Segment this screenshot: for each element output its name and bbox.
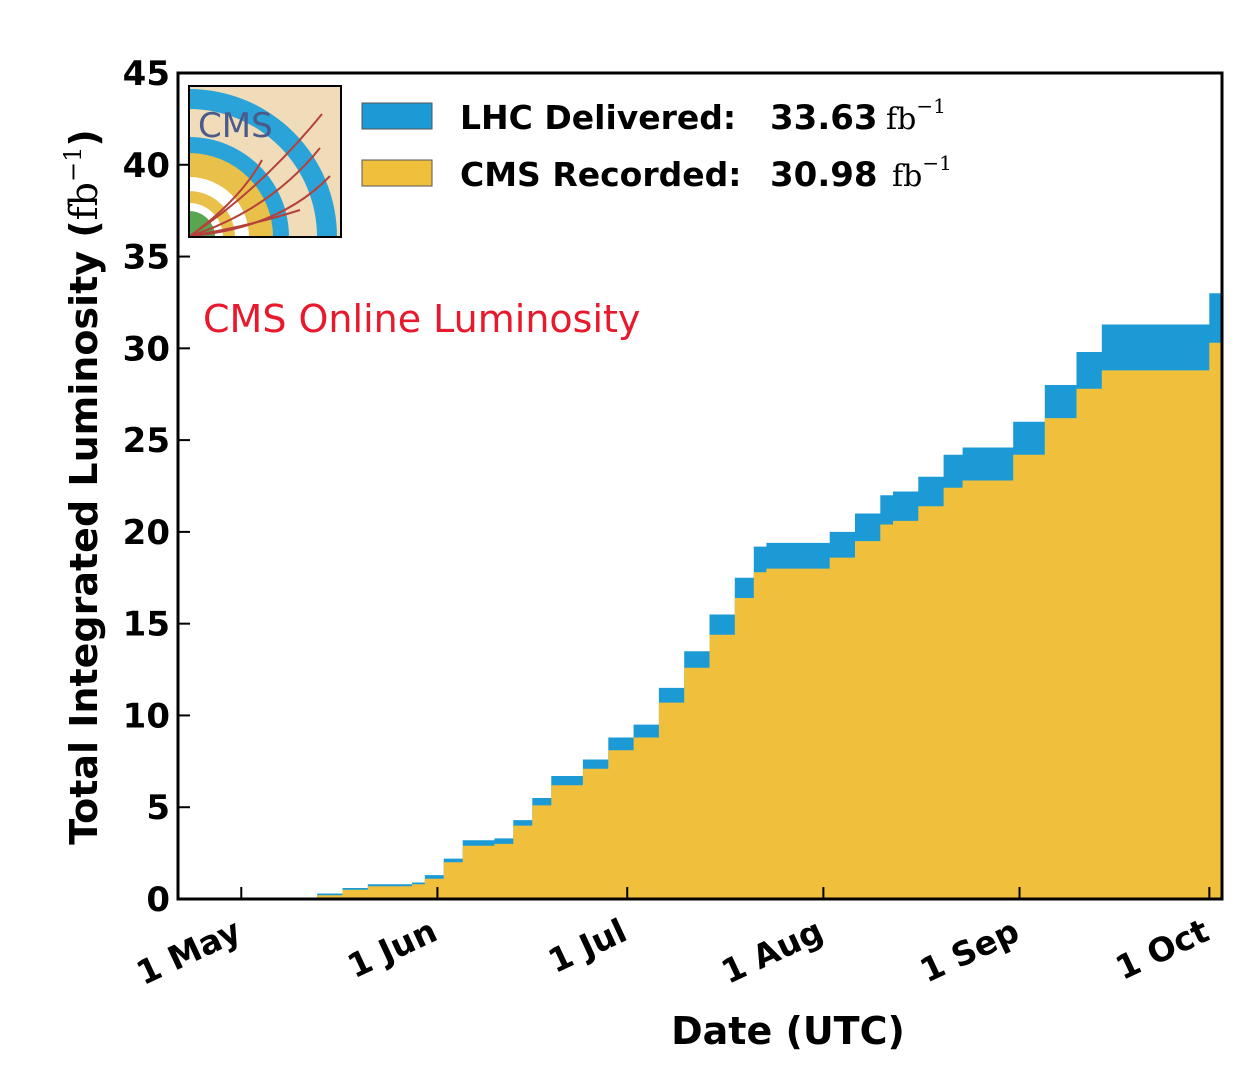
y-tick-label: 45 — [123, 54, 170, 94]
plot-area — [178, 281, 1222, 899]
y-tick-label: 35 — [123, 238, 170, 278]
y-axis-label-close: ) — [62, 129, 106, 146]
x-tick-label: 1 Oct — [1110, 911, 1215, 988]
y-axis-label-unit: fb — [62, 182, 106, 220]
y-tick-label: 30 — [123, 329, 170, 369]
legend-label-recorded: CMS Recorded: — [460, 155, 741, 194]
svg-text:Total Integrated Luminosity (f: Total Integrated Luminosity (fb−1) — [59, 129, 106, 845]
legend: LHC Delivered: 33.63 fb−1 CMS Recorded: … — [361, 94, 952, 195]
legend-unit-exp-delivered: −1 — [916, 94, 945, 118]
legend-label-delivered: LHC Delivered: — [460, 98, 736, 137]
y-axis-label-exponent: −1 — [59, 147, 87, 182]
x-axis-ticks: 1 May 1 Jun 1 Jul 1 Aug 1 Sep 1 Oct — [130, 887, 1215, 993]
legend-unit-exp-recorded: −1 — [922, 151, 951, 175]
y-axis-ticks: 0 5 10 15 20 25 30 35 40 45 — [123, 54, 190, 920]
y-tick-label: 40 — [123, 146, 170, 186]
cms-logo: CMS — [188, 85, 342, 238]
legend-value-recorded: 30.98 — [770, 155, 878, 195]
plot-frame — [176, 71, 1224, 901]
y-tick-label: 5 — [146, 788, 170, 828]
legend-value-delivered: 33.63 — [770, 98, 878, 138]
area-cms-recorded — [178, 330, 1222, 899]
y-tick-label: 10 — [123, 696, 170, 736]
x-axis-label: Date (UTC) — [671, 1009, 905, 1053]
y-tick-label: 20 — [123, 513, 170, 553]
x-tick-label: 1 May — [130, 911, 246, 993]
x-tick-label: 1 Sep — [914, 911, 1025, 990]
y-axis-label-text: Total Integrated Luminosity ( — [62, 220, 106, 844]
svg-text:LHC Delivered: 33.63: LHC Delivered: 33.63 fb−1 — [460, 94, 946, 138]
legend-swatch-recorded — [361, 159, 433, 187]
x-tick-label: 1 Jul — [542, 911, 632, 981]
y-tick-label: 25 — [123, 421, 170, 461]
legend-swatch-delivered — [361, 102, 433, 130]
svg-text:CMS Recorded: 30.98: CMS Recorded: 30.98 fb−1 — [460, 151, 952, 195]
cms-logo-text: CMS — [198, 106, 273, 146]
y-tick-label: 15 — [123, 605, 170, 645]
x-tick-label: 1 Jun — [341, 911, 442, 986]
legend-unit-delivered: fb — [886, 102, 916, 137]
x-tick-label: 1 Aug — [715, 911, 829, 992]
y-axis-label: Total Integrated Luminosity (fb−1) — [59, 129, 106, 845]
legend-unit-recorded: fb — [892, 159, 922, 194]
y-tick-label: 0 — [146, 880, 170, 920]
annotation-text: CMS Online Luminosity — [203, 297, 640, 341]
